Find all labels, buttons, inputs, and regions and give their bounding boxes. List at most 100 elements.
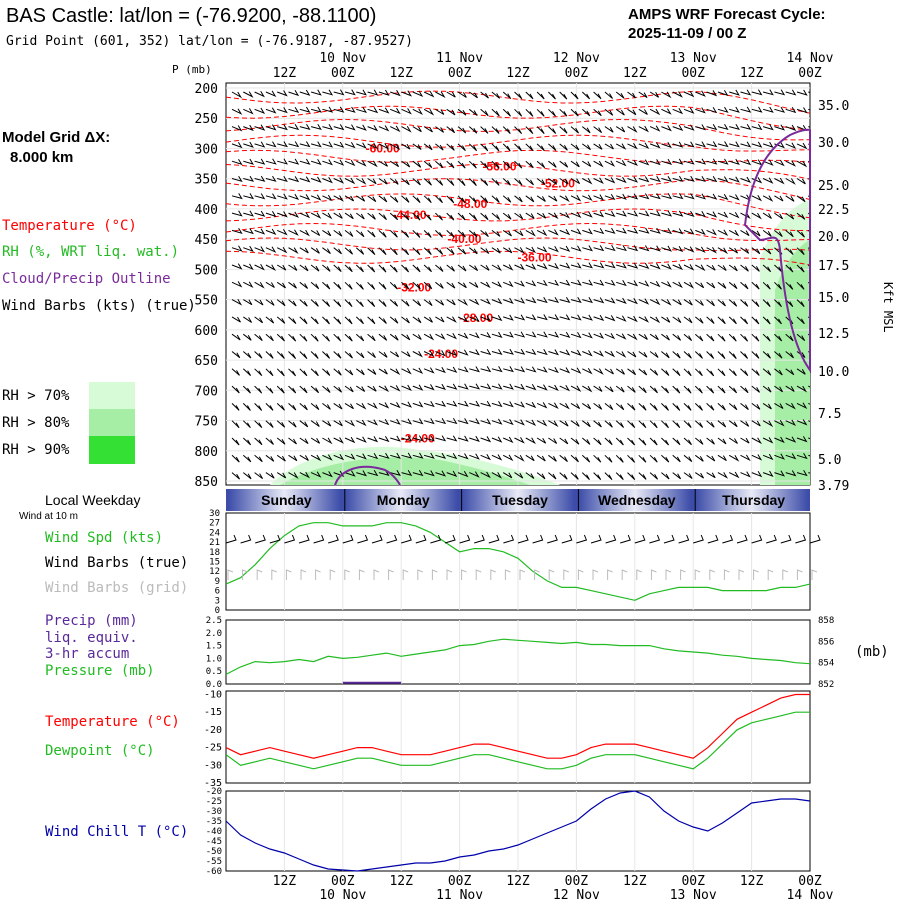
- wind-barb: [288, 299, 297, 307]
- wind-barb: [333, 402, 343, 410]
- wind-barb: [288, 229, 299, 236]
- wind-barb: [638, 159, 650, 166]
- wind-barb: [356, 453, 367, 460]
- wind-barb: [265, 175, 277, 182]
- wind-barb: [740, 106, 752, 113]
- wind-barb: [446, 108, 456, 116]
- wind-barb: [717, 123, 729, 131]
- wind-barb: [299, 247, 309, 254]
- wind-barb: [774, 89, 786, 96]
- wind-barb: [310, 212, 322, 219]
- wind-barb: [435, 418, 447, 425]
- wind-barb: [627, 108, 637, 116]
- wind-barb: [751, 420, 761, 427]
- wind-barb: [661, 281, 672, 288]
- wind-barb: [265, 333, 274, 342]
- wind-barb: [310, 106, 322, 113]
- wind-tick-label: 3: [215, 596, 220, 606]
- wind-barb: [502, 143, 511, 152]
- wind-barb: [729, 194, 740, 201]
- wind-barb: [762, 124, 774, 131]
- wind-barb: [242, 420, 251, 429]
- wind-barb: [683, 454, 693, 462]
- wind-barb: [796, 385, 808, 393]
- wind-barb: [604, 279, 616, 286]
- wind-barb: [367, 419, 379, 426]
- wind-barb: [378, 230, 387, 238]
- wind-barb: [480, 160, 489, 169]
- wind-barb: [661, 454, 670, 463]
- wind-barb: [762, 212, 772, 219]
- wind-barb: [333, 437, 344, 444]
- wind-barb: [491, 143, 500, 152]
- wind-barb: [536, 366, 548, 373]
- wind-barb: [502, 247, 513, 254]
- wind-barb: [276, 333, 285, 342]
- wind-barb: [695, 281, 705, 289]
- surface-barb: [693, 534, 704, 544]
- wind-barb: [604, 245, 616, 252]
- p-tick-label: 850: [195, 475, 218, 490]
- wind-barb: [457, 247, 467, 255]
- wind-barb: [480, 418, 492, 425]
- wind-barb: [299, 89, 311, 96]
- chill-tick-label: -50: [206, 847, 222, 857]
- wind-barb: [435, 470, 447, 477]
- wind-barb: [695, 90, 706, 97]
- wind-barb: [559, 91, 568, 100]
- wind-barb: [356, 195, 366, 202]
- bottom-hour-label: 12Z: [506, 874, 530, 889]
- wind-barb: [276, 351, 285, 359]
- wind-barb: [796, 142, 808, 150]
- wind-barb: [774, 333, 783, 342]
- wind-barb: [785, 402, 796, 410]
- wind-barb: [695, 454, 704, 462]
- wind-barb: [683, 124, 695, 131]
- wind-barb: [401, 469, 413, 477]
- wind-barb: [638, 351, 648, 358]
- chill-tick-label: -40: [206, 827, 222, 837]
- surface-barb: [401, 534, 412, 544]
- wind-barb: [356, 419, 367, 427]
- wind-barb: [242, 403, 251, 411]
- wind-barb: [254, 210, 266, 217]
- wind-barb: [344, 124, 356, 131]
- wind-barb: [299, 454, 309, 461]
- wind-barb: [299, 123, 311, 131]
- wind-barb: [344, 195, 355, 202]
- wind-barb: [344, 420, 356, 427]
- wind-barb: [570, 314, 582, 321]
- wind-barb: [242, 385, 251, 394]
- wind-barb: [265, 403, 274, 411]
- wind-barb: [661, 472, 670, 480]
- wind-barb: [469, 471, 480, 478]
- wind-barb: [661, 263, 672, 270]
- wind-barb: [706, 333, 715, 342]
- wind-barb: [694, 437, 704, 445]
- wind-barb: [570, 143, 580, 151]
- wind-barb: [457, 383, 469, 390]
- chill-tick-label: -60: [206, 867, 222, 877]
- wind-barb: [457, 178, 466, 186]
- p-tick-label: 400: [195, 203, 218, 218]
- chill-tick-label: -20: [206, 787, 222, 797]
- wind-barb: [616, 210, 627, 217]
- wind-barb: [740, 176, 752, 183]
- wind-barb: [378, 368, 388, 375]
- wind-barb: [683, 385, 692, 394]
- pressure-tick-label: 858: [818, 616, 834, 626]
- wind-barb: [559, 126, 568, 134]
- wind-barb: [491, 298, 503, 305]
- wind-barb: [762, 281, 771, 290]
- chart-title: BAS Castle: lat/lon = (-76.9200, -88.110…: [6, 5, 376, 27]
- wind-barb: [706, 316, 715, 324]
- wind-barb: [378, 247, 387, 256]
- surface-barb: [590, 534, 602, 544]
- wind-barb: [355, 299, 364, 308]
- wind-barb: [480, 212, 489, 221]
- legend-temperature: Temperature (°C): [2, 218, 137, 234]
- surface-barb-grid: [811, 569, 818, 580]
- wind-barb: [254, 246, 266, 253]
- surface-barb: [722, 534, 734, 544]
- wind-barb: [435, 91, 446, 98]
